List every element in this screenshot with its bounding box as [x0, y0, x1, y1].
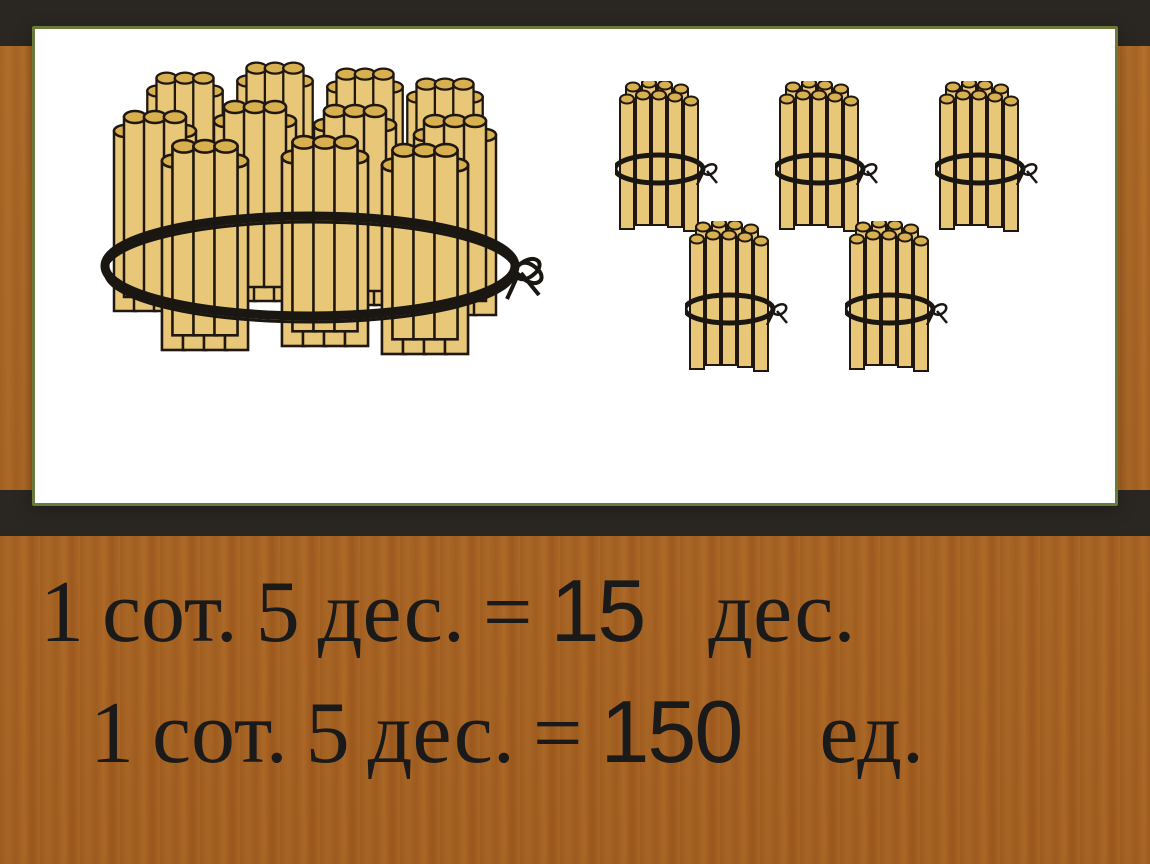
eq1-lhs-num1: 1: [40, 562, 84, 663]
illustration-area: [55, 41, 1095, 381]
eq2-lhs-num2: 5: [306, 683, 350, 784]
eq2-rhs-unit: ед.: [819, 683, 924, 784]
equation-line-2: 1 сот. 5 дес. = 150 ед.: [90, 681, 1090, 784]
equation-line-1: 1 сот. 5 дес. = 15 дес.: [40, 560, 1090, 663]
eq1-rhs-unit: дес.: [708, 562, 855, 663]
ten-bundle-4: [685, 221, 795, 381]
eq1-lhs-unit1: сот.: [102, 562, 238, 663]
equations-area: 1 сот. 5 дес. = 15 дес. 1 сот. 5 дес. = …: [0, 540, 1150, 860]
eq2-equals: =: [533, 683, 583, 784]
eq2-lhs-unit2: дес.: [368, 683, 515, 784]
eq2-rhs-num: 150: [600, 681, 741, 783]
eq1-lhs-unit2: дес.: [318, 562, 465, 663]
ten-bundle-5: [845, 221, 955, 381]
eq2-lhs-num1: 1: [90, 683, 134, 784]
eq1-equals: =: [483, 562, 533, 663]
eq1-rhs-num: 15: [550, 560, 644, 662]
ten-bundle-3: [935, 81, 1045, 241]
hundred-bundle: [85, 51, 545, 381]
ten-bundle-1: [615, 81, 725, 241]
eq1-lhs-num2: 5: [256, 562, 300, 663]
ten-bundle-2: [775, 81, 885, 241]
eq2-lhs-unit1: сот.: [152, 683, 288, 784]
illustration-card: [32, 26, 1118, 506]
